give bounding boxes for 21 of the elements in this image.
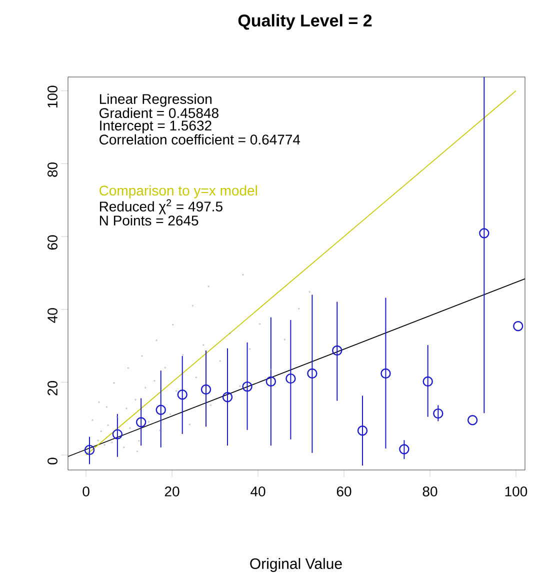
annotation: Correlation coefficient = 0.64774 [100,134,300,145]
y-tick-label: 60 [48,235,58,250]
y-tick-label: 20 [48,380,58,396]
x-tick-label: 100 [505,486,528,496]
x-tick-label: 0 [82,486,90,496]
text: Linear Regression [100,94,212,107]
y-tick-label: 40 [48,308,58,323]
annotation: N Points = 2645 [100,215,198,226]
x-tick-label: 80 [422,486,438,496]
annotation: Reduced χ$^{2}$ = 497.5 [100,199,222,214]
x-tick-label: 60 [336,486,352,496]
chart-title: Quality Level = 2 [238,14,372,30]
y-tick-label: 80 [48,162,58,177]
annotation: Gradient = 0.45848 [100,108,218,118]
y-tick-label: 100 [48,86,58,108]
x-tick-label: 40 [250,486,266,496]
text: Comparison to y=x model [100,185,257,198]
x-axis-title: Original Value [250,558,342,572]
annotation: Intercept = 1.5632 [100,120,212,134]
x-tick-label: 20 [164,486,180,496]
y-tick-label: 0 [48,458,58,464]
